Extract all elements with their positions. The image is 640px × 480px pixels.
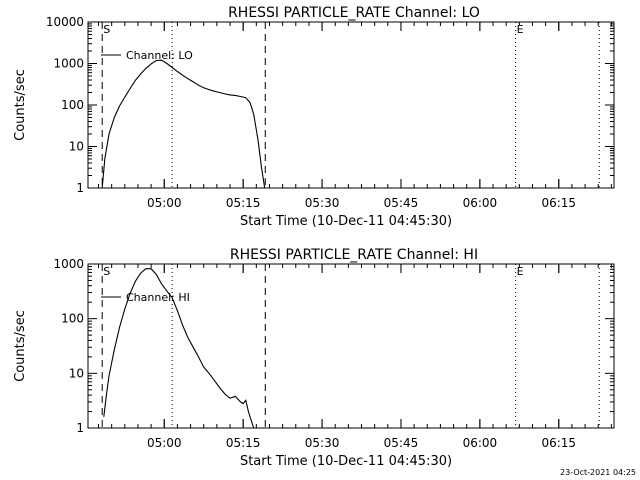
generation-timestamp: 23-Oct-2021 04:25: [560, 468, 636, 477]
y-tick-label: 1000: [53, 57, 84, 71]
y-tick-label: 10: [69, 140, 84, 154]
panel-lo: RHESSI PARTICLE_RATE Channel: LO Start Ti…: [13, 5, 615, 229]
plot-frame: [87, 263, 615, 429]
x-tick-label: 05:00: [147, 196, 182, 210]
x-tick-label: 06:15: [541, 196, 576, 210]
x-tick-label: 05:45: [384, 196, 419, 210]
x-tick-label: 06:00: [463, 436, 498, 450]
chart-title: RHESSI PARTICLE_RATE Channel: HI: [230, 247, 478, 263]
y-tick-label: 1: [76, 421, 84, 435]
y-tick-label: 1: [76, 181, 84, 195]
y-axis-label: Counts/sec: [13, 69, 28, 141]
x-axis-label: Start Time (10-Dec-11 04:45:30): [240, 214, 452, 229]
legend-label: Channel: HI: [126, 291, 190, 304]
y-tick-label: 10000: [46, 15, 84, 29]
x-axis-label: Start Time (10-Dec-11 04:45:30): [240, 454, 452, 469]
x-tick-label: 05:15: [226, 436, 261, 450]
x-tick-label: 05:15: [226, 196, 261, 210]
y-tick-label: 1000: [53, 257, 84, 271]
x-tick-label: 05:30: [305, 196, 340, 210]
plot-frame: [87, 21, 615, 189]
y-axis-label: Counts/sec: [13, 310, 28, 382]
panel-hi: RHESSI PARTICLE_RATE Channel: HI Start Ti…: [13, 247, 615, 469]
series-line: [103, 268, 255, 429]
marker-label: E: [517, 23, 524, 36]
x-tick-label: 05:30: [305, 436, 340, 450]
legend-label: Channel: LO: [126, 49, 193, 62]
x-tick-label: 05:00: [147, 436, 182, 450]
x-tick-label: 06:00: [463, 196, 498, 210]
chart-title: RHESSI PARTICLE_RATE Channel: LO: [228, 5, 480, 21]
x-tick-label: 05:45: [384, 436, 419, 450]
marker-label: S: [103, 23, 110, 36]
y-tick-label: 100: [61, 98, 84, 112]
y-tick-label: 10: [69, 366, 84, 380]
series-line: [101, 59, 266, 189]
marker-label: S: [103, 265, 110, 278]
marker-label: E: [517, 265, 524, 278]
x-tick-label: 06:15: [541, 436, 576, 450]
y-tick-label: 100: [61, 312, 84, 326]
